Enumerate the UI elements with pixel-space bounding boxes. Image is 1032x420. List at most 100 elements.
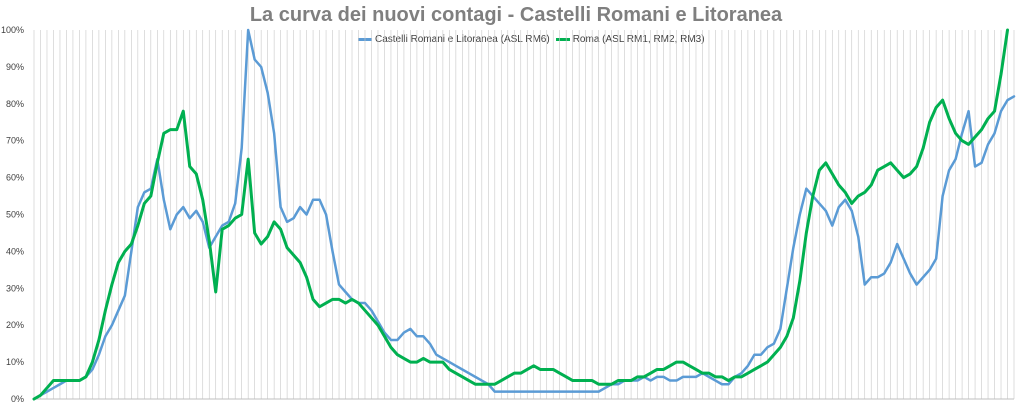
data-point-roma <box>883 165 885 168</box>
data-point-castelli <box>928 269 931 271</box>
data-point-roma <box>506 376 509 378</box>
data-point-roma <box>844 191 847 194</box>
y-tick-label: 30% <box>6 283 24 293</box>
data-point-roma <box>630 379 632 382</box>
data-point-roma <box>513 372 516 374</box>
data-point-roma <box>137 224 139 227</box>
series-line-castelli <box>32 28 1016 401</box>
data-point-castelli <box>863 283 866 286</box>
y-tick-label: 10% <box>6 357 24 367</box>
data-point-castelli <box>954 158 957 160</box>
data-point-roma <box>1000 73 1002 76</box>
data-point-castelli <box>850 210 853 212</box>
data-point-roma <box>727 379 730 382</box>
data-point-castelli <box>980 162 983 164</box>
data-point-castelli <box>584 390 587 393</box>
data-point-roma <box>688 364 691 367</box>
data-point-roma <box>150 195 152 197</box>
data-point-castelli <box>422 335 425 338</box>
data-point-castelli <box>896 243 898 245</box>
data-point-roma <box>863 191 866 194</box>
data-point-castelli <box>760 353 762 356</box>
data-point-castelli <box>513 390 516 393</box>
data-point-roma <box>734 376 736 378</box>
data-point-castelli <box>753 353 756 356</box>
data-point-castelli <box>299 206 301 208</box>
data-point-roma <box>260 243 262 245</box>
data-point-roma <box>163 132 165 135</box>
data-point-roma <box>656 368 658 371</box>
data-point-roma <box>708 372 710 374</box>
data-point-castelli <box>844 198 847 201</box>
data-point-castelli <box>416 335 418 338</box>
data-point-castelli <box>539 390 542 393</box>
data-point-castelli <box>104 335 107 338</box>
data-point-roma <box>117 261 120 264</box>
data-point-roma <box>156 162 159 164</box>
data-point-roma <box>915 165 918 168</box>
data-point-castelli <box>390 339 392 341</box>
data-point-roma <box>104 309 107 312</box>
data-point-roma <box>922 147 924 149</box>
data-point-castelli <box>364 302 366 304</box>
data-point-castelli <box>493 390 496 393</box>
data-point-roma <box>597 383 600 386</box>
data-point-castelli <box>429 342 431 345</box>
data-point-roma <box>857 195 860 197</box>
data-point-roma <box>961 139 963 142</box>
data-point-roma <box>552 368 555 371</box>
data-point-castelli <box>766 346 769 349</box>
data-point-roma <box>760 364 762 367</box>
data-point-castelli <box>474 376 477 378</box>
data-point-castelli <box>993 132 996 135</box>
data-point-roma <box>662 368 665 371</box>
data-point-roma <box>188 165 191 168</box>
data-point-roma <box>429 361 431 363</box>
data-point-roma <box>604 383 606 386</box>
data-point-roma <box>578 379 580 382</box>
data-point-roma <box>39 394 42 397</box>
data-point-roma <box>234 217 236 219</box>
data-point-castelli <box>247 29 249 31</box>
data-point-roma <box>850 202 853 205</box>
y-tick-label: 40% <box>6 246 24 256</box>
data-point-roma <box>974 136 976 138</box>
data-point-roma <box>786 335 788 338</box>
data-point-castelli <box>987 143 989 146</box>
data-point-roma <box>338 298 340 301</box>
data-point-roma <box>980 128 983 131</box>
data-point-castelli <box>837 206 840 208</box>
data-point-castelli <box>876 276 879 279</box>
data-point-castelli <box>338 283 340 286</box>
data-point-castelli <box>292 217 295 219</box>
data-point-castelli <box>915 283 918 286</box>
data-point-roma <box>175 128 178 131</box>
data-point-castelli <box>974 165 976 168</box>
data-point-castelli <box>279 206 282 208</box>
data-point-roma <box>331 298 334 301</box>
data-point-roma <box>46 387 48 389</box>
data-point-roma <box>312 298 314 301</box>
data-point-roma <box>65 379 68 382</box>
data-point-castelli <box>818 202 821 205</box>
data-point-roma <box>221 228 224 231</box>
y-tick-label: 100% <box>1 25 24 35</box>
data-point-castelli <box>318 198 321 201</box>
data-point-castelli <box>266 91 269 94</box>
data-point-roma <box>876 169 879 172</box>
data-point-castelli <box>519 390 522 393</box>
data-point-roma <box>416 361 418 363</box>
data-point-castelli <box>52 387 55 389</box>
data-point-roma <box>701 372 704 374</box>
data-point-castelli <box>532 390 535 393</box>
data-point-castelli <box>435 353 438 356</box>
data-point-roma <box>124 250 126 253</box>
legend-swatch-roma <box>555 38 570 41</box>
data-point-roma <box>91 361 94 363</box>
data-point-roma <box>143 202 146 205</box>
data-point-castelli <box>526 390 529 393</box>
data-point-castelli <box>169 228 172 231</box>
data-point-roma <box>422 357 425 360</box>
data-point-castelli <box>46 390 48 393</box>
